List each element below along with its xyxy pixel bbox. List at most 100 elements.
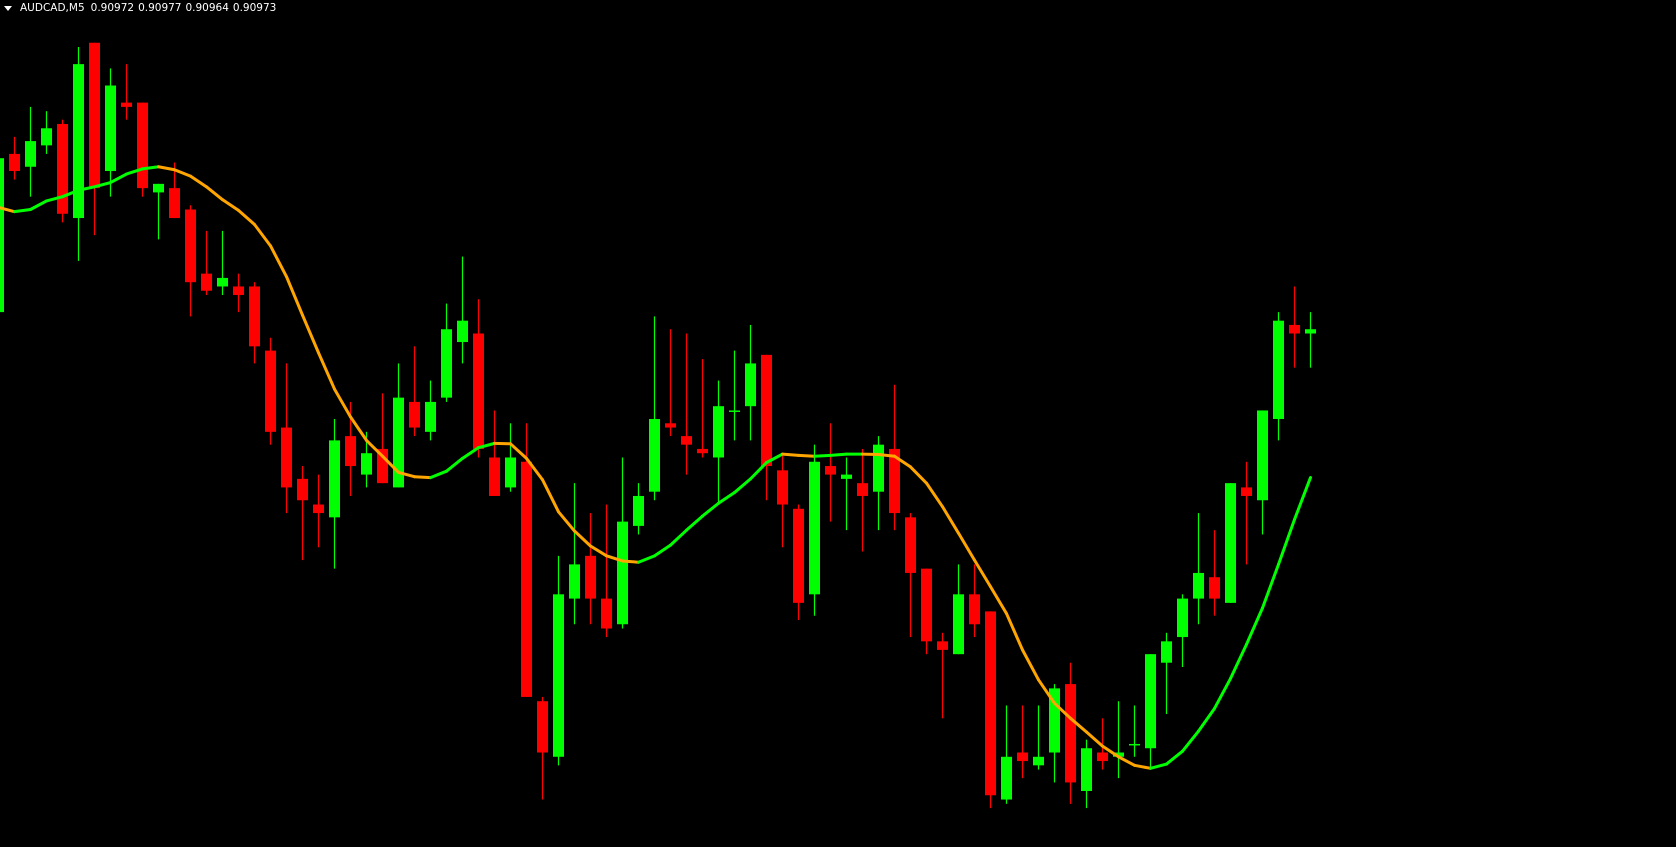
- bull-candle: [1225, 483, 1236, 603]
- candle-body: [1097, 752, 1108, 762]
- candle-body: [953, 594, 964, 655]
- moving-average-segment: [1245, 606, 1264, 646]
- bull-candle: [217, 230, 228, 296]
- moving-average-segment: [365, 438, 384, 458]
- candle-body: [425, 401, 436, 432]
- candle-body: [1273, 320, 1284, 420]
- moving-average-segment: [141, 165, 160, 171]
- dropdown-triangle-icon[interactable]: [4, 5, 12, 11]
- moving-average-segment: [333, 387, 352, 419]
- moving-average-segment: [1069, 716, 1088, 734]
- candle-body: [1257, 410, 1268, 501]
- moving-average-segment: [989, 585, 1008, 616]
- bear-candle: [137, 102, 148, 197]
- bull-candle: [441, 303, 452, 402]
- bear-candle: [473, 299, 484, 458]
- bear-candle: [1097, 718, 1108, 770]
- candle-body: [377, 448, 388, 484]
- moving-average-segment: [541, 478, 560, 514]
- candle-body: [1017, 752, 1028, 762]
- moving-average-segment: [525, 456, 544, 482]
- moving-average-segment: [477, 441, 496, 450]
- moving-average-segment: [749, 461, 768, 481]
- moving-average-segment: [253, 222, 272, 248]
- candle-body: [569, 564, 580, 599]
- bear-candle: [681, 333, 692, 475]
- bull-candle: [1049, 684, 1060, 783]
- bear-candle: [57, 119, 68, 223]
- candle-body: [665, 423, 676, 428]
- candle-body: [1001, 756, 1012, 800]
- bear-candle: [1017, 705, 1028, 779]
- candle-body: [857, 483, 868, 496]
- moving-average-segment: [765, 452, 784, 465]
- bull-candle: [457, 256, 468, 364]
- moving-average-segment: [237, 208, 256, 226]
- bear-candle: [521, 423, 532, 697]
- moving-average-segment: [0, 206, 16, 214]
- moving-average-segment: [1229, 642, 1248, 681]
- moving-average-segment: [509, 442, 528, 460]
- bull-candle: [425, 380, 436, 441]
- moving-average-segment: [413, 475, 432, 480]
- candle-body: [681, 436, 692, 445]
- ohlc-readout: 0.90972 0.90977 0.90964 0.90973: [91, 1, 281, 15]
- moving-average-segment: [29, 199, 48, 212]
- moving-average-segment: [925, 481, 944, 509]
- moving-average-segment: [1021, 648, 1040, 682]
- candle-body: [25, 141, 36, 167]
- candle-body: [89, 42, 100, 189]
- candle-body: [921, 568, 932, 642]
- bull-candle: [729, 350, 740, 441]
- moving-average-segment: [221, 198, 240, 212]
- moving-average-segment: [781, 452, 800, 457]
- moving-average-segment: [877, 452, 896, 458]
- bear-candle: [281, 363, 292, 514]
- high-value: 0.90977: [138, 2, 182, 14]
- candle-body: [457, 320, 468, 343]
- moving-average-segment: [1213, 677, 1232, 710]
- candle-body: [537, 701, 548, 753]
- chart-header: AUDCAD,M5 0.90972 0.90977 0.90964 0.90973: [4, 1, 280, 15]
- bear-candle: [313, 474, 324, 548]
- moving-average-segment: [445, 456, 464, 473]
- bear-candle: [601, 504, 612, 638]
- moving-average-segment: [1261, 562, 1280, 610]
- moving-average-segment: [957, 531, 976, 562]
- moving-average-segment: [829, 452, 848, 457]
- moving-average-segment: [1197, 706, 1216, 733]
- candle-body: [137, 102, 148, 189]
- moving-average-segment: [669, 528, 688, 547]
- moving-average-segment: [637, 554, 656, 564]
- candle-body: [473, 333, 484, 449]
- moving-average-segment: [13, 208, 32, 214]
- moving-average-segment: [621, 559, 640, 564]
- candle-body: [0, 158, 4, 313]
- candle-body: [1065, 684, 1076, 783]
- moving-average-segment: [157, 165, 176, 172]
- bull-candle: [41, 111, 52, 154]
- bull-candle: [1273, 312, 1284, 441]
- bull-candle: [1001, 705, 1012, 804]
- moving-average-segment: [1133, 763, 1152, 770]
- candle-body: [281, 427, 292, 488]
- candle-body: [57, 123, 68, 214]
- moving-average-segment: [349, 415, 368, 442]
- candle-body: [601, 598, 612, 629]
- moving-average-segment: [1277, 517, 1296, 566]
- candle-body: [169, 188, 180, 219]
- candle-body: [297, 478, 308, 501]
- bear-candle: [377, 393, 388, 484]
- candle-body: [505, 457, 516, 488]
- moving-average-segment: [301, 313, 320, 355]
- moving-average-segment: [77, 185, 96, 192]
- bear-candle: [937, 632, 948, 719]
- close-value: 0.90973: [232, 2, 277, 14]
- candle-body: [313, 504, 324, 514]
- bull-candle: [953, 564, 964, 655]
- moving-average-segment: [1053, 701, 1072, 720]
- candle-body: [761, 354, 772, 467]
- candle-body: [1145, 654, 1156, 749]
- moving-average-segment: [589, 544, 608, 558]
